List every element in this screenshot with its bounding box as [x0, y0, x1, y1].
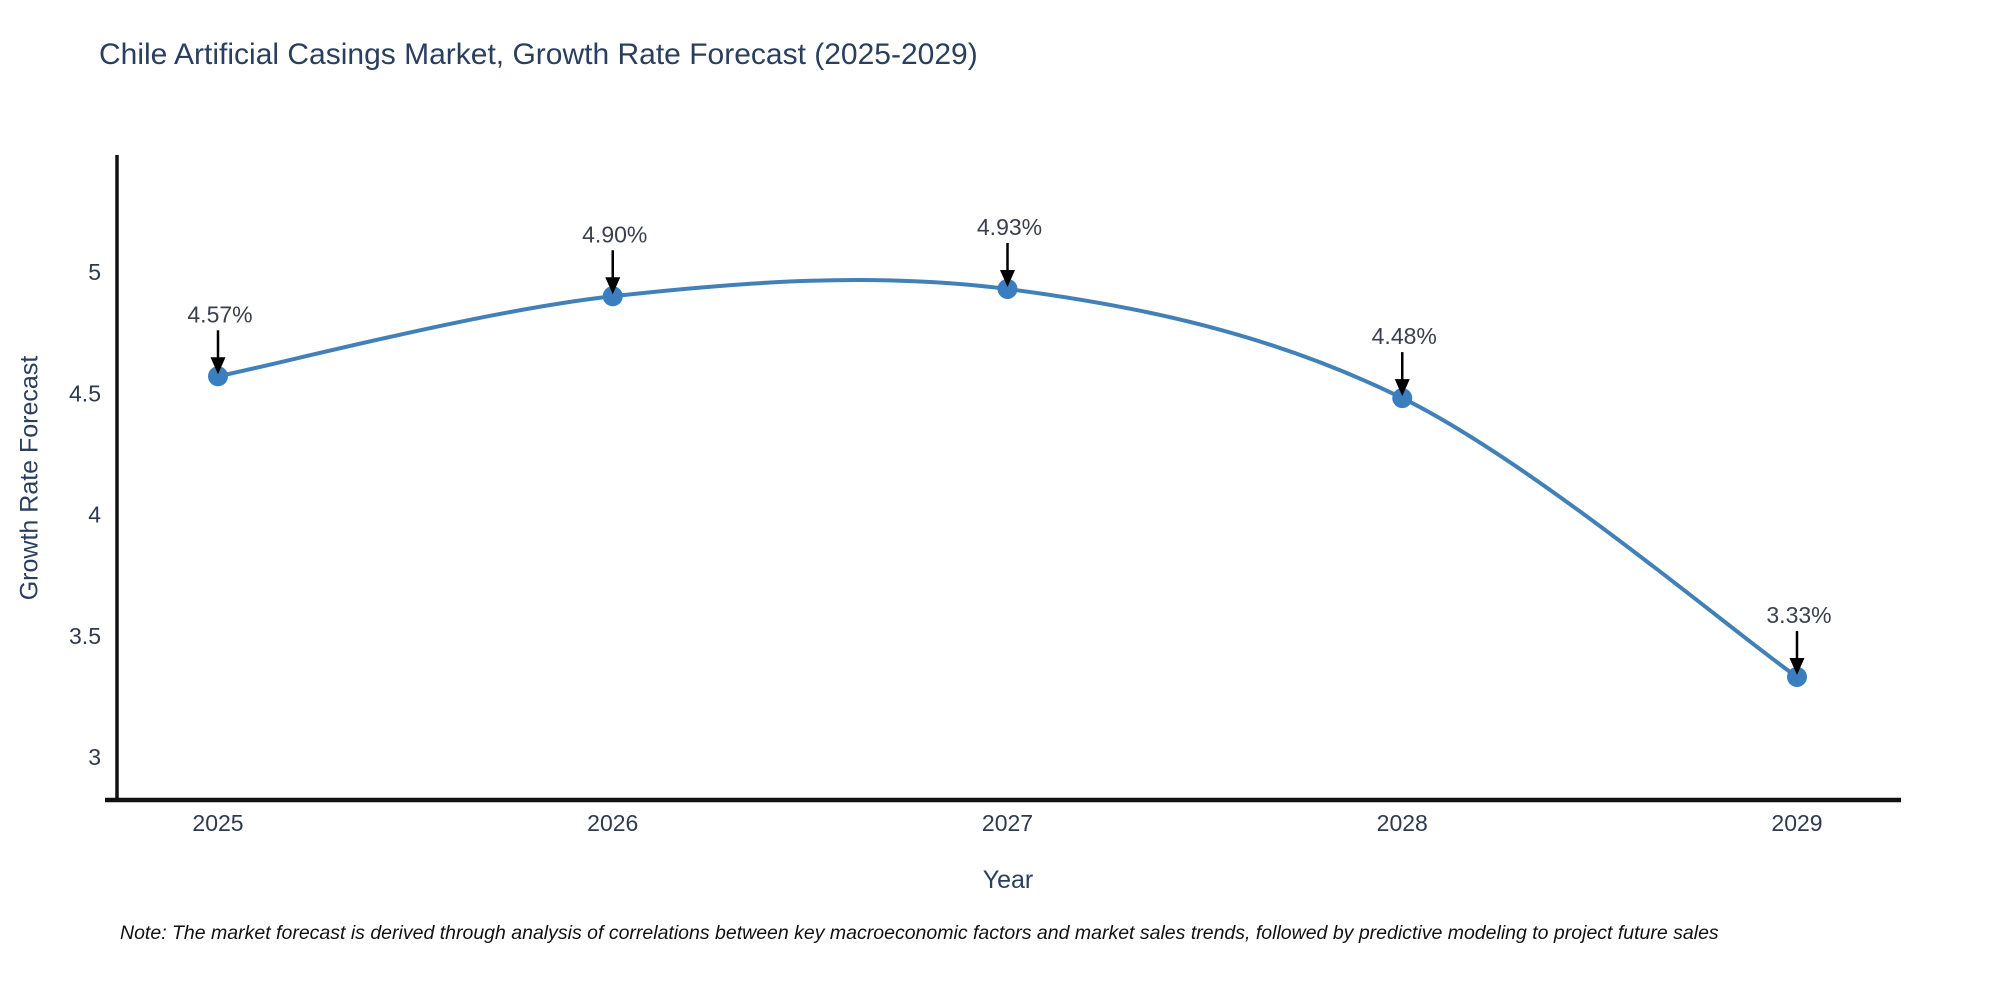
annotation-arrow-head — [1394, 379, 1410, 397]
y-tick-label: 4.5 — [69, 380, 101, 406]
y-tick-label: 3.5 — [69, 623, 101, 649]
trend-line — [216, 278, 1799, 679]
x-tick-label: 2029 — [1771, 810, 1822, 836]
x-tick-label: 2027 — [982, 810, 1033, 836]
y-tick-label: 4 — [88, 502, 101, 528]
data-point-marker — [208, 366, 228, 387]
annotation-arrow-head — [1789, 657, 1805, 675]
chart-title: Chile Artificial Casings Market, Growth … — [99, 38, 978, 71]
data-point-label: 4.57% — [187, 301, 252, 327]
annotation-arrow-head — [605, 277, 621, 295]
data-point-label: 4.90% — [582, 221, 647, 247]
x-axis-title: Year — [982, 866, 1034, 894]
x-tick-label: 2026 — [587, 810, 638, 836]
data-point-marker — [602, 286, 623, 307]
annotation-arrow-head — [210, 357, 226, 375]
annotation-arrow-head — [1000, 269, 1015, 287]
footnote: Note: The market forecast is derived thr… — [120, 922, 1719, 944]
data-point-label: 4.48% — [1372, 323, 1437, 349]
data-point-marker — [1392, 388, 1413, 409]
x-tick-label: 2025 — [192, 810, 243, 836]
data-point-marker — [997, 278, 1018, 299]
y-tick-label: 5 — [88, 259, 101, 285]
y-tick-label: 3 — [88, 744, 101, 770]
data-point-marker — [1787, 666, 1807, 687]
data-point-label: 4.93% — [977, 214, 1042, 240]
data-point-label: 3.33% — [1766, 602, 1831, 628]
x-tick-label: 2028 — [1377, 810, 1428, 836]
